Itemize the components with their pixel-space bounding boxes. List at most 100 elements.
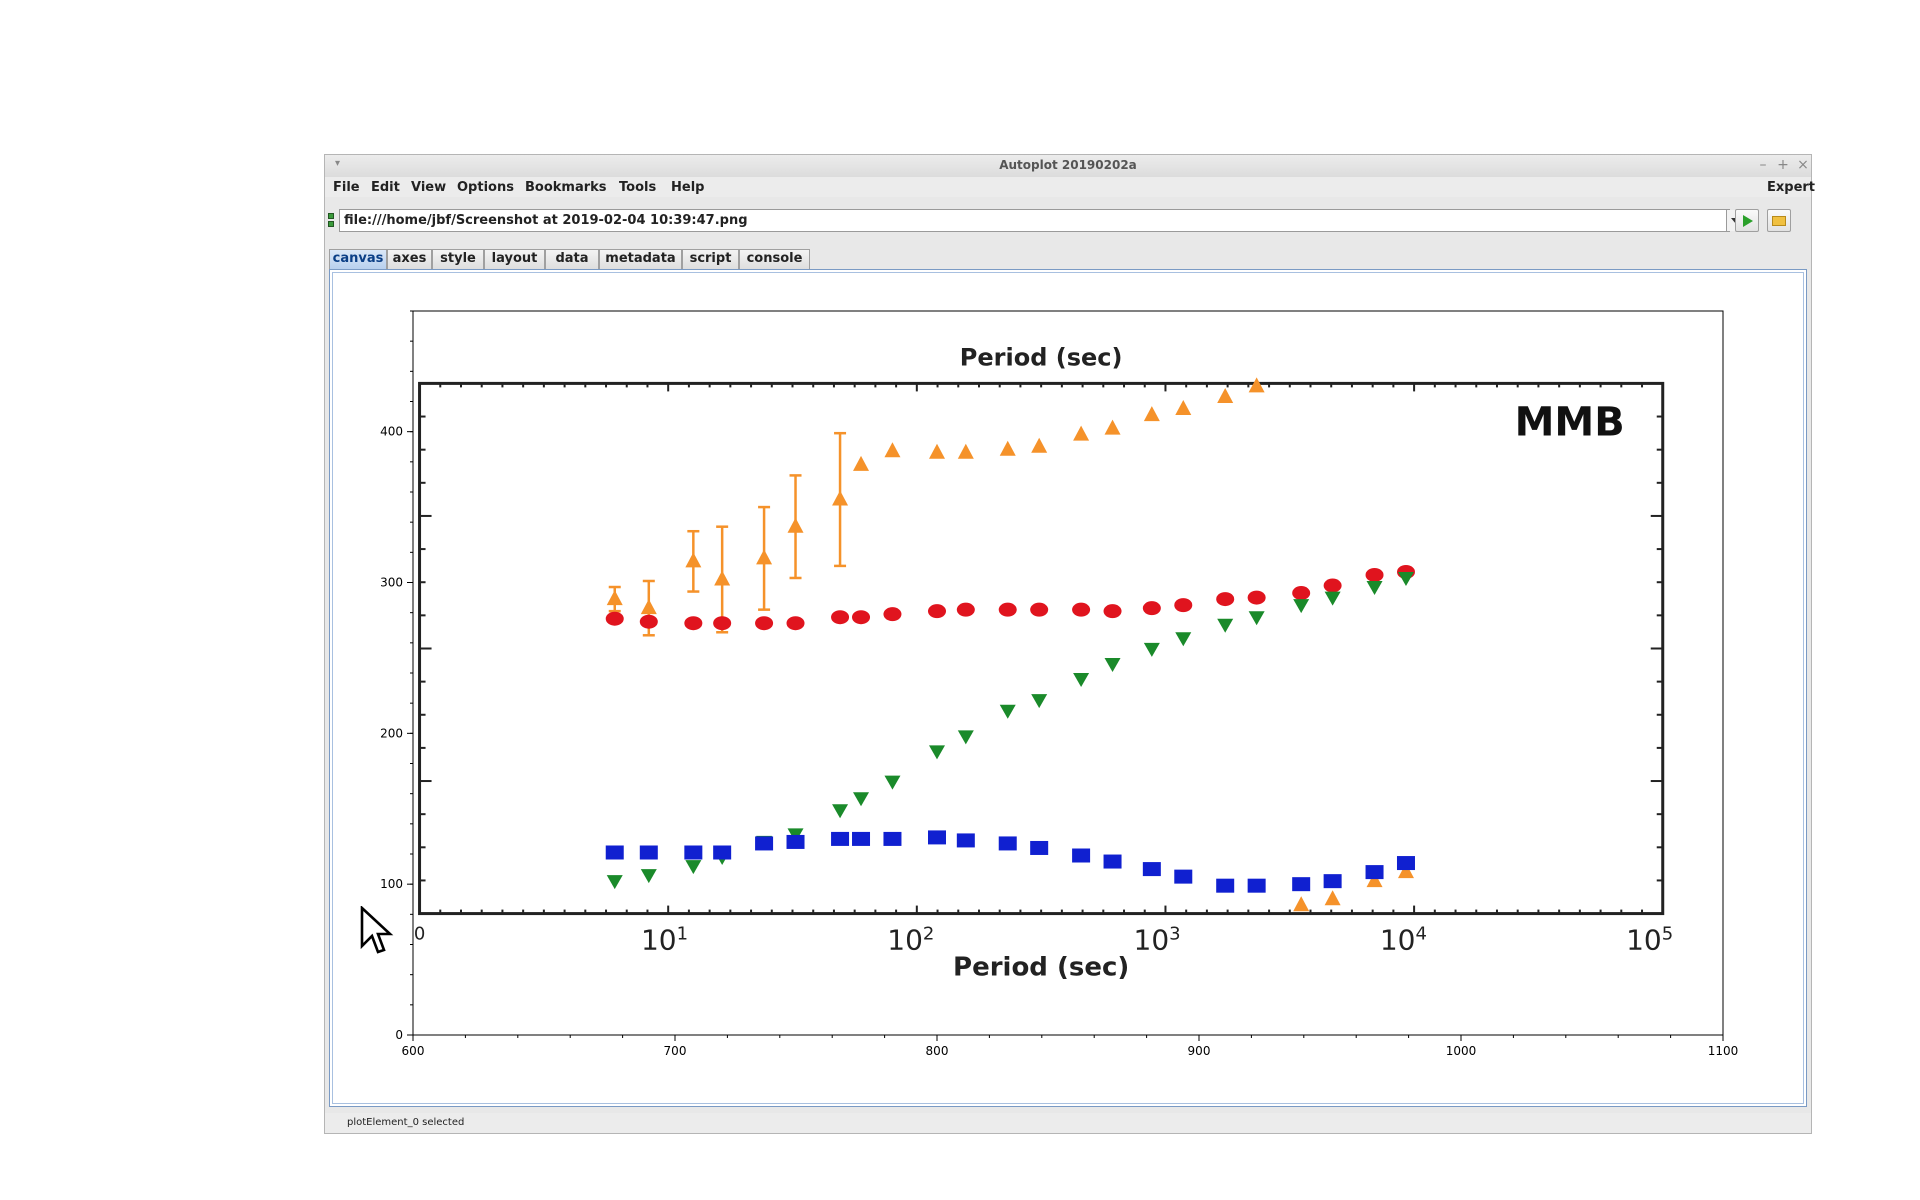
data-point-red [605, 611, 624, 626]
data-point-red [1247, 590, 1266, 605]
data-point-orange [999, 440, 1016, 456]
browse-folder-button[interactable] [1767, 209, 1791, 232]
data-point-red [1365, 567, 1384, 582]
data-point-blue [605, 845, 624, 860]
x-tick-label: 900 [1188, 1044, 1211, 1058]
data-point-blue [998, 836, 1017, 851]
data-point-orange [1248, 377, 1265, 393]
close-icon[interactable]: × [1797, 157, 1809, 173]
plot-canvas[interactable]: Period (sec) Period (sec) MMB 0 101 102 103 104… [333, 273, 1803, 1103]
tab-console[interactable]: console [739, 249, 810, 269]
image-decade-label: 101 [641, 924, 688, 957]
data-point-orange [853, 455, 870, 471]
data-point-blue [1030, 840, 1049, 855]
menu-tools[interactable]: Tools [619, 180, 657, 195]
menu-view[interactable]: View [411, 180, 447, 195]
x-tick-label: 1000 [1446, 1044, 1477, 1058]
title-bar[interactable]: ▾ Autoplot 20190202a – + × [325, 155, 1811, 178]
data-point-red [831, 610, 850, 625]
data-point-orange [1366, 872, 1383, 888]
data-point-green [1397, 571, 1414, 586]
menu-bookmarks[interactable]: Bookmarks [525, 180, 607, 195]
image-decade-label: 104 [1380, 924, 1427, 957]
data-point-blue [928, 830, 946, 845]
data-point-orange [787, 517, 804, 533]
menu-file[interactable]: File [333, 180, 360, 195]
y-tick-label: 100 [380, 877, 403, 891]
tab-layout[interactable]: layout [484, 249, 545, 269]
tab-axes[interactable]: axes [387, 249, 432, 269]
menu-options[interactable]: Options [457, 180, 514, 195]
data-point-blue [1396, 856, 1415, 871]
image-decade-label: 105 [1626, 924, 1673, 957]
data-point-green [1293, 599, 1310, 614]
data-point-blue [684, 845, 703, 860]
data-point-blue [1072, 848, 1091, 863]
window-title: Autoplot 20190202a [999, 158, 1137, 172]
data-point-orange [884, 442, 901, 458]
data-point-orange [606, 590, 623, 606]
maximize-icon[interactable]: + [1777, 157, 1789, 173]
image-decade-label: 102 [887, 924, 934, 957]
uri-input[interactable]: file:///home/jbf/Screenshot at 2019-02-0… [339, 209, 1746, 232]
menu-help[interactable]: Help [671, 180, 705, 195]
window-menu-icon[interactable]: ▾ [335, 158, 341, 169]
data-point-red [883, 607, 902, 622]
data-point-red [1174, 598, 1193, 613]
autoplot-window: ▾ Autoplot 20190202a – + × File Edit Vie… [324, 154, 1816, 1134]
image-decade-label: 103 [1134, 924, 1181, 957]
data-point-red [786, 616, 805, 631]
tab-metadata[interactable]: metadata [599, 249, 682, 269]
data-point-orange [1104, 419, 1121, 435]
image-decade-label: 0 [414, 924, 425, 945]
data-point-blue [1292, 877, 1311, 892]
data-point-red [1072, 602, 1091, 617]
data-point-blue [713, 845, 732, 860]
minimize-icon[interactable]: – [1759, 157, 1767, 173]
data-point-orange [714, 570, 731, 586]
mouse-cursor-icon [360, 906, 394, 954]
data-point-red [852, 610, 871, 625]
image-top-label: Period (sec) [960, 343, 1123, 371]
data-point-green [832, 804, 849, 819]
menu-edit[interactable]: Edit [371, 180, 400, 195]
tab-script[interactable]: script [682, 249, 739, 269]
uri-value: file:///home/jbf/Screenshot at 2019-02-0… [344, 213, 748, 228]
data-point-green [1175, 632, 1192, 647]
data-point-red [956, 602, 975, 617]
data-point-orange [640, 599, 657, 615]
data-point-blue [1365, 865, 1384, 880]
data-point-green [685, 860, 702, 875]
data-point-orange [756, 549, 773, 565]
uri-row: file:///home/jbf/Screenshot at 2019-02-0… [325, 207, 1811, 237]
data-point-red [713, 616, 732, 631]
data-point-orange [1073, 425, 1090, 441]
data-point-blue [755, 836, 774, 851]
data-point-orange [1324, 890, 1341, 906]
data-point-green [640, 869, 657, 884]
data-point-orange [1217, 387, 1234, 403]
data-point-blue [956, 833, 975, 848]
plot-button[interactable] [1735, 209, 1759, 232]
canvas-area[interactable]: Period (sec) Period (sec) MMB 0 101 102 103 104… [332, 272, 1804, 1104]
data-point-orange [832, 490, 849, 506]
y-tick-label: 300 [380, 576, 403, 590]
data-point-red [1292, 586, 1311, 601]
tab-canvas[interactable]: canvas [329, 249, 387, 269]
expert-menu[interactable]: Expert [1767, 180, 1816, 195]
x-tick-label: 800 [926, 1044, 949, 1058]
tab-style[interactable]: style [432, 249, 484, 269]
data-point-green [1366, 581, 1383, 596]
data-point-green [1031, 694, 1048, 709]
x-tick-label: 600 [402, 1044, 425, 1058]
data-point-green [1324, 591, 1341, 606]
data-point-blue [786, 834, 805, 849]
data-point-red [998, 602, 1017, 617]
data-point-red [755, 616, 774, 631]
drag-grip-icon[interactable] [328, 213, 334, 227]
data-point-green [999, 704, 1016, 719]
data-point-orange [957, 443, 974, 459]
image-bottom-label: Period (sec) [953, 953, 1129, 983]
tab-data[interactable]: data [545, 249, 599, 269]
data-point-blue [831, 831, 850, 846]
